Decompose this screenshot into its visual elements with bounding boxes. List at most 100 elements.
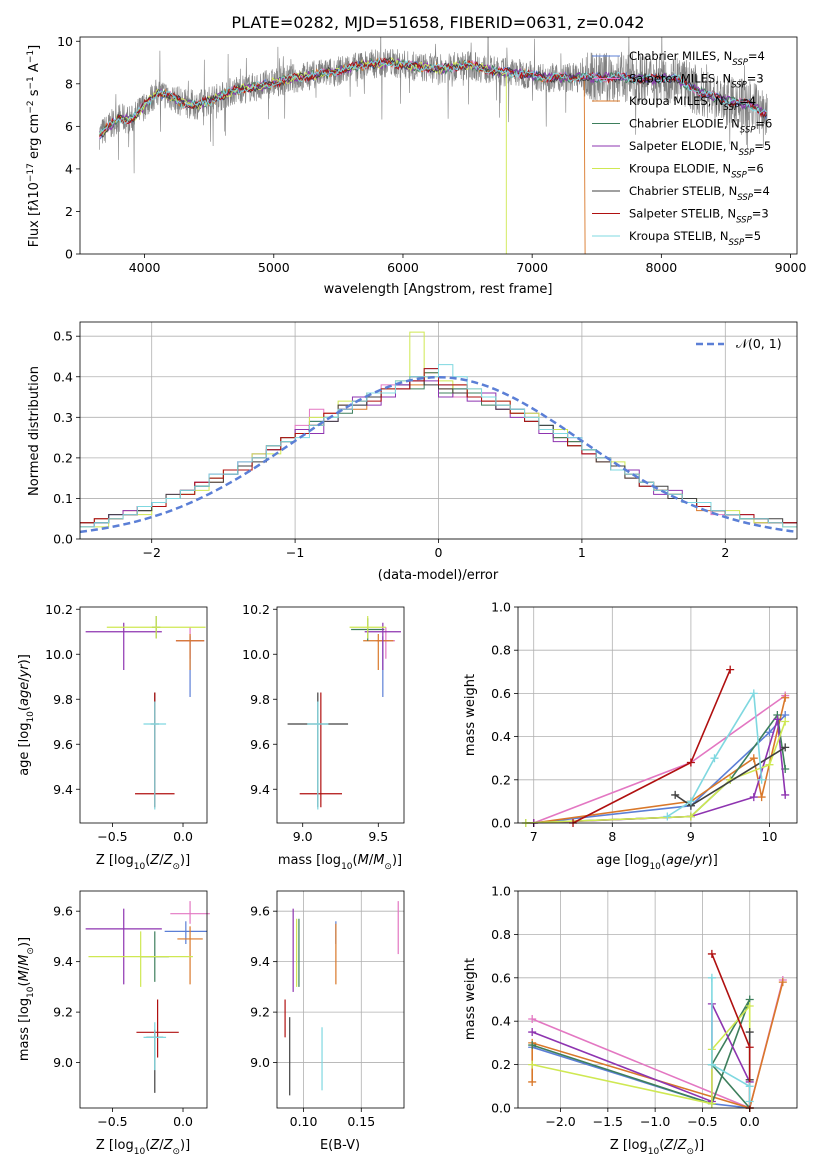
y-tick-label: 9.6	[53, 737, 73, 752]
z-weight-ylabel: mass weight	[463, 958, 478, 1040]
weight-marker	[749, 754, 758, 763]
ebv-mass-grid	[277, 891, 404, 1108]
y-tick-label: 0.4	[53, 369, 73, 384]
x-tick-label: 9.5	[368, 829, 388, 844]
weight-marker	[781, 743, 790, 752]
y-tick-label: 0	[65, 247, 73, 262]
normal-legend-label: 𝒩(0, 1)	[736, 336, 782, 351]
x-tick-label: 0.10	[290, 1114, 318, 1129]
weight-marker	[745, 1028, 754, 1037]
residual-histograms	[80, 331, 797, 539]
x-tick-label: 0	[435, 545, 443, 560]
x-tick-label: 0.15	[347, 1114, 375, 1129]
weight-marker	[745, 1043, 754, 1052]
residual-grid	[80, 322, 797, 540]
y-tick-label: 0.3	[53, 410, 73, 425]
x-tick-label: 0.0	[740, 1114, 760, 1129]
z-weight-lines	[528, 949, 787, 1112]
y-tick-label: 6	[65, 119, 73, 134]
y-tick-label: 2	[65, 204, 73, 219]
z-mass-xlabel: Z [log10(Z/Z⊙)]	[96, 1138, 190, 1157]
y-tick-label: 9.2	[250, 1005, 270, 1020]
y-tick-label: 9.2	[53, 1005, 73, 1020]
weight-marker	[749, 793, 758, 802]
x-tick-label: 4000	[129, 260, 161, 275]
y-tick-label: 0.2	[491, 1057, 511, 1072]
weight-line	[572, 669, 731, 824]
x-tick-label: 6000	[387, 260, 419, 275]
y-tick-label: 10	[57, 34, 73, 49]
weight-marker	[707, 973, 716, 982]
z-age-errorbars	[85, 616, 206, 810]
weight-marker	[726, 665, 735, 674]
weight-marker	[781, 717, 790, 726]
x-tick-label: 9.0	[293, 829, 313, 844]
residual-xlabel: (data-model)/error	[378, 568, 499, 583]
y-tick-label: 0.5	[53, 329, 73, 344]
spectrum-axes: 4000 5000 6000 7000 8000 9000 0 2 4 6 8 10	[57, 34, 806, 275]
weight-marker	[745, 1082, 754, 1091]
legend-label: Kroupa ELODIE, NSSP=6	[629, 162, 764, 181]
y-tick-label: 9.6	[53, 904, 73, 919]
x-tick-label: 2	[721, 545, 729, 560]
z-age-xlabel: Z [log10(Z/Z⊙)]	[96, 853, 190, 872]
weight-marker	[528, 1060, 537, 1069]
weight-line	[533, 697, 786, 824]
spectrum-lines	[98, 37, 768, 254]
weight-marker	[528, 1077, 537, 1086]
mass-age-axes: 9.0 9.5 9.4 9.6 9.8 10.0 10.2	[242, 602, 388, 844]
residual-histogram-panel: −2 −1 0 1 2 0.0 0.1 0.2 0.3 0.4 0.5 (data-model)/e…	[27, 321, 798, 583]
x-tick-label: 5000	[258, 260, 290, 275]
z-age-axes: −0.5 0.0 9.4 9.6 9.8 10.0 10.2	[45, 602, 193, 844]
spectrum-ylabel: Flux [fλ10−17 erg cm−2 s−1 A−1]	[26, 45, 42, 247]
y-tick-label: 1.0	[491, 600, 511, 615]
x-tick-label: −0.5	[97, 1114, 127, 1129]
legend-label: Salpeter ELODIE, NSSP=5	[629, 139, 771, 158]
spectrum-panel: 4000 5000 6000 7000 8000 9000 0 2 4 6 8 10 waveleng…	[26, 34, 806, 297]
weight-marker	[528, 1041, 537, 1050]
z-weight-xlabel: Z [log10(Z/Z⊙)]	[610, 1138, 704, 1157]
x-tick-label: −2	[142, 545, 160, 560]
legend-label: Salpeter STELIB, NSSP=3	[629, 207, 769, 226]
x-tick-label: −1.0	[640, 1114, 670, 1129]
weight-marker	[781, 790, 790, 799]
y-tick-label: 9.8	[53, 692, 73, 707]
z-mass-panel: −0.5 0.0 9.0 9.2 9.4 9.6 Z [log10(Z/Z⊙)] mass…	[17, 890, 210, 1157]
weight-marker	[528, 1028, 537, 1037]
y-tick-label: 0.8	[491, 927, 511, 942]
z-weight-grid	[518, 890, 797, 1109]
weight-marker	[781, 693, 790, 702]
ebv-mass-errorbars	[284, 901, 399, 1096]
y-tick-label: 0.0	[53, 532, 73, 547]
weight-marker	[528, 1015, 537, 1024]
x-tick-label: 10	[762, 829, 778, 844]
x-tick-label: −0.5	[687, 1114, 717, 1129]
weight-marker	[710, 754, 719, 763]
weight-line	[533, 694, 786, 824]
y-tick-label: 10.0	[45, 647, 73, 662]
x-tick-label: 0.0	[173, 829, 193, 844]
histogram-step	[80, 364, 797, 539]
legend-label: Chabrier STELIB, NSSP=4	[629, 184, 770, 203]
x-tick-label: 7000	[516, 260, 548, 275]
weight-marker	[765, 728, 774, 737]
z-weight-axes: −2.0 −1.5 −1.0 −0.5 0.0 0.0 0.2 0.4 0.6 0.8 1.0	[491, 884, 760, 1130]
y-tick-label: 0.2	[53, 450, 73, 465]
y-tick-label: 0.6	[491, 686, 511, 701]
legend-label: Chabrier ELODIE, NSSP=6	[629, 117, 772, 136]
weight-marker	[765, 760, 774, 769]
z-weight-panel: −2.0 −1.5 −1.0 −0.5 0.0 0.0 0.2 0.4 0.6 0.8 1.0 Z …	[463, 884, 798, 1157]
weight-marker	[671, 790, 680, 799]
y-tick-label: 10.2	[45, 602, 73, 617]
weight-marker	[686, 812, 695, 821]
y-tick-label: 10.2	[242, 602, 270, 617]
age-weight-lines	[521, 665, 790, 827]
age-weight-xlabel: age [log10(age/yr)]	[596, 853, 718, 872]
x-tick-label: −0.5	[97, 829, 127, 844]
weight-marker	[745, 1097, 754, 1106]
x-tick-label: 9000	[775, 260, 807, 275]
y-tick-label: 9.4	[250, 782, 270, 797]
y-tick-label: 1.0	[491, 884, 511, 899]
